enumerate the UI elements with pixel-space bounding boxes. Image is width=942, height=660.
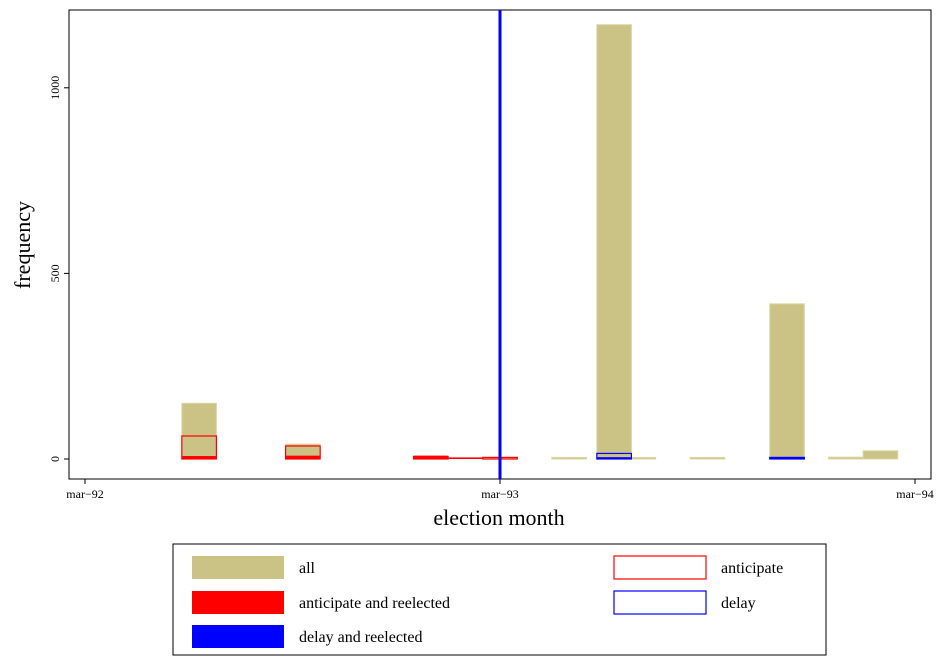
legend-swatch-anticipate-and-reelected bbox=[192, 591, 284, 614]
series-anticipate bbox=[181, 435, 518, 460]
legend-label-all: all bbox=[299, 560, 316, 577]
bar-anticipate-and-reelected-0 bbox=[182, 456, 216, 459]
x-tick-label-1: mar−93 bbox=[481, 487, 518, 501]
legend-label-delay-and-reelected: delay and reelected bbox=[299, 629, 422, 646]
legend-label-delay: delay bbox=[721, 595, 756, 612]
x-tick-label-2: mar−94 bbox=[896, 487, 933, 501]
y-axis-title: frequency bbox=[10, 201, 35, 289]
legend: all anticipate anticipate and reelected del… bbox=[192, 555, 783, 648]
legend-entry-delay-and-reelected: delay and reelected bbox=[192, 625, 422, 648]
legend-swatch-delay bbox=[613, 590, 707, 615]
legend-entry-all: all bbox=[192, 556, 316, 579]
legend-entry-delay: delay bbox=[613, 590, 756, 615]
bar-anticipate-and-reelected-2 bbox=[414, 455, 448, 459]
x-tick-label-0: mar−92 bbox=[66, 487, 103, 501]
y-tick-label-1: 500 bbox=[48, 264, 62, 282]
bar-delay-and-reelected-1 bbox=[770, 457, 804, 459]
bar-all-4 bbox=[596, 24, 632, 460]
series-all bbox=[181, 24, 899, 460]
series-anticipate-and-reelected bbox=[182, 455, 483, 459]
x-axis-title: election month bbox=[433, 505, 564, 530]
y-tick-label-0: 0 bbox=[48, 456, 62, 462]
bars-layer bbox=[181, 24, 899, 460]
bar-all-3 bbox=[551, 456, 587, 460]
legend-swatch-delay-and-reelected bbox=[192, 625, 284, 648]
bar-anticipate-and-reelected-3 bbox=[448, 457, 483, 459]
legend-label-anticipate: anticipate bbox=[721, 560, 783, 577]
legend-label-anticipate-and-reelected: anticipate and reelected bbox=[299, 595, 450, 612]
bar-all-6 bbox=[689, 456, 726, 460]
legend-entry-anticipate-and-reelected: anticipate and reelected bbox=[192, 591, 450, 614]
bar-all-9 bbox=[862, 450, 899, 460]
bar-anticipate-and-reelected-1 bbox=[286, 455, 320, 459]
x-axis: mar−92 mar−93 mar−94 bbox=[66, 479, 934, 501]
series-delay-and-reelected bbox=[597, 457, 804, 459]
bar-all-7 bbox=[769, 303, 805, 460]
bar-delay-and-reelected-0 bbox=[597, 457, 631, 459]
y-axis: 0 500 1000 bbox=[48, 76, 69, 462]
bar-all-0 bbox=[181, 402, 217, 460]
bar-all-8 bbox=[828, 456, 864, 460]
legend-entry-anticipate: anticipate bbox=[613, 555, 783, 580]
y-tick-label-2: 1000 bbox=[48, 76, 62, 100]
legend-swatch-anticipate bbox=[613, 555, 707, 580]
legend-swatch-all bbox=[192, 556, 284, 579]
